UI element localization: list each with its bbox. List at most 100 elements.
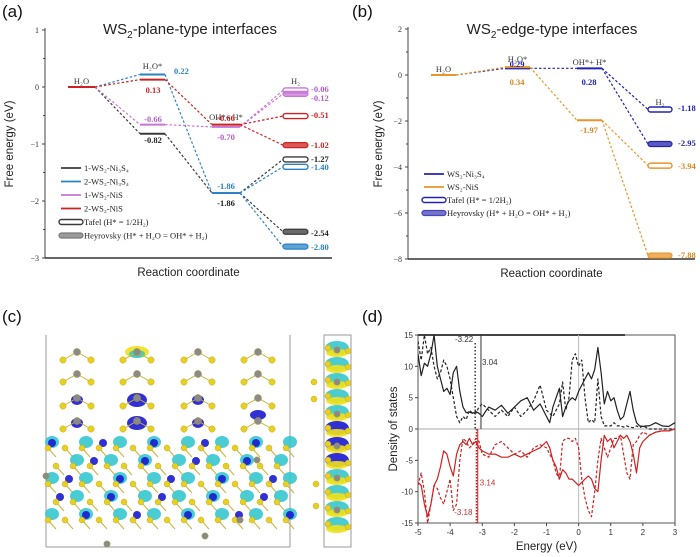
heyrovsky-level [282,243,309,250]
sulfur-atom [239,462,247,470]
sulfur-atom [180,444,188,452]
isosurface [150,439,158,447]
isosurface [201,439,209,447]
tungsten-atom [133,417,141,425]
connector [164,133,213,194]
value-label: -2.95 [678,138,696,148]
sulfur-atom [120,462,128,470]
value-label: -1.97 [580,125,598,135]
heyrovsky-level [647,252,673,259]
sulfur-atom [197,516,205,524]
connector [239,89,284,128]
x-tick-label: 0 [576,528,581,537]
y-tick-label: −2 [30,197,39,206]
sulfur-atom [87,425,95,433]
sulfur-atom [78,480,86,488]
state-label: H₂O [74,76,89,86]
tungsten-atom [194,394,202,402]
sulfur-atom [208,378,216,386]
x-axis-title: Energy (eV) [516,541,578,553]
legend-label: 1-WS₂-NiS [84,190,123,200]
tungsten-atom [194,370,202,378]
sulfur-atom [44,444,52,452]
connector [239,124,284,146]
sulfur-atom [180,378,188,386]
tafel-level [282,163,309,171]
tungsten-atom [333,442,341,450]
tungsten-atom [333,378,341,386]
value-label: -2.54 [311,228,329,238]
legend-label: 1-WS₂-Ni₃S₄ [84,163,129,173]
tungsten-atom [194,348,202,356]
tungsten-atom [254,370,262,378]
legend-swatch [58,232,84,239]
tafel-level [282,156,309,163]
sulfur-atom [208,356,216,364]
sulfur-atom [87,356,95,364]
legend-swatch [421,209,447,217]
value-label: -2.80 [311,242,329,252]
value-label: -7.88 [678,250,696,260]
sulfur-atom [214,480,222,488]
sulfur-atom [78,516,86,524]
sulfur-atom [344,395,352,403]
sulfur-atom [248,516,256,524]
sulfur-atom [120,498,128,506]
sulfur-atom [240,378,248,386]
sulfur-atom [59,378,67,386]
y-tick-label: −1 [30,140,39,149]
sulfur-atom [324,456,332,464]
dos-series [418,335,675,430]
y-tick-label: 2 [398,25,402,34]
y-tick-label: 0 [409,425,414,434]
sulfur-atom [268,402,276,410]
heyrovsky-level [647,140,673,148]
side-cell-border [323,334,352,548]
sulfur-atom [119,402,127,410]
sulfur-atom [171,498,179,506]
sulfur-atom [154,462,162,470]
tungsten-atom [236,516,244,524]
sulfur-atom [52,462,60,470]
sulfur-atom [282,480,290,488]
sulfur-atom [344,507,352,515]
connector [239,192,284,233]
x-tick-label: 3 [673,528,678,537]
isosurface [192,457,200,465]
tungsten-atom [133,394,141,402]
legend-label: Tafel (H* = 1/2H₂) [447,195,512,205]
y-axis-title: Density of states [388,386,400,471]
tungsten-atom [73,370,81,378]
connector [601,67,649,110]
y-tick-label: -10 [401,488,413,497]
sulfur-atom [240,356,248,364]
isosurface [133,511,141,519]
value-label: -0.12 [311,93,329,103]
sulfur-atom [344,347,352,355]
sulfur-atom [282,516,290,524]
isosurface [209,493,217,501]
sulfur-atom [197,480,205,488]
sulfur-atom [239,498,247,506]
sulfur-atom [324,392,332,400]
x-tick-label: -3 [479,528,487,537]
connector [94,86,141,135]
sulfur-atom [324,472,332,480]
sulfur-atom [205,498,213,506]
sulfur-atom [208,402,216,410]
sulfur-atom [129,444,137,452]
sulfur-atom [59,356,67,364]
tafel-level [647,106,673,113]
tungsten-atom [133,370,141,378]
tungsten-atom [333,346,341,354]
isosurface [167,475,175,483]
y-tick-label: 10 [404,362,413,371]
x-tick-label: 2 [641,528,646,537]
value-label: -3.94 [678,161,696,171]
sulfur-atom [188,498,196,506]
state-label: H₂O [436,64,451,74]
x-tick-label: 1 [609,528,614,537]
sulfur-atom [273,498,281,506]
sulfur-atom [163,444,171,452]
